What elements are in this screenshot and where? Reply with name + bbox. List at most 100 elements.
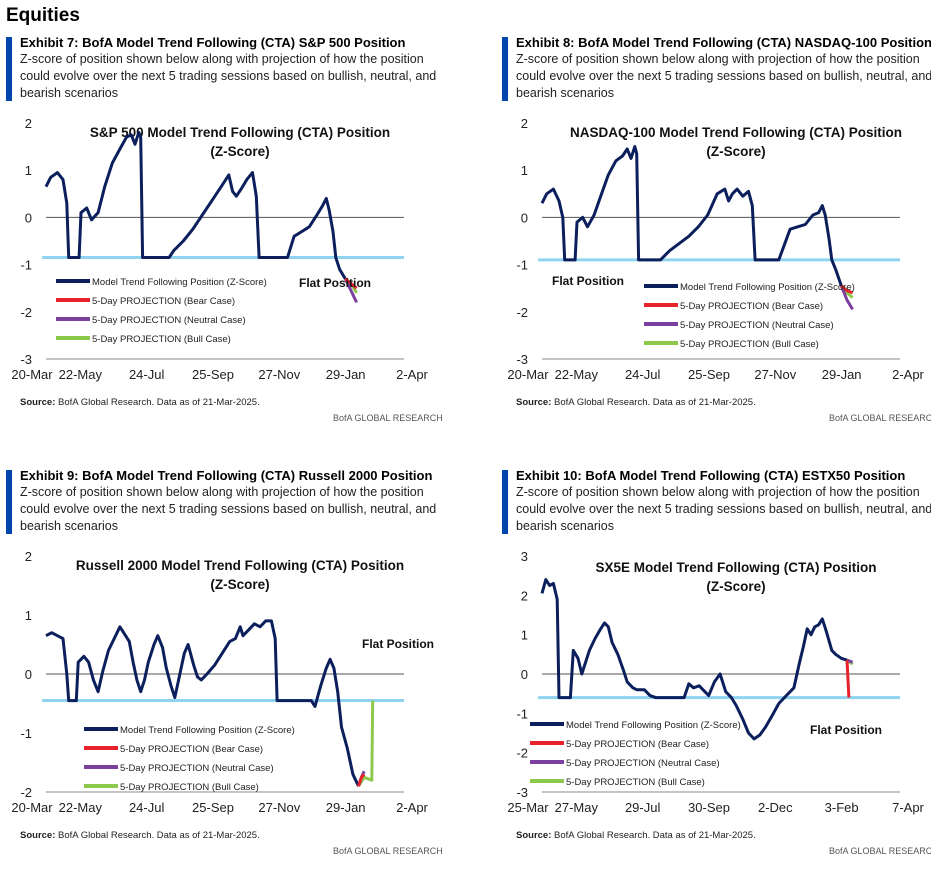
x-tick-label: 27-May: [555, 800, 599, 815]
y-tick-label: -2: [20, 305, 32, 320]
y-tick-label: -2: [20, 785, 32, 800]
exhibit-accent-bar: [6, 37, 12, 101]
flat-position-label: Flat Position: [552, 274, 624, 288]
x-tick-label: 22-May: [555, 367, 599, 382]
x-tick-label: 25-Sep: [192, 800, 234, 815]
flat-position-label: Flat Position: [299, 276, 371, 290]
x-tick-label: 3-Feb: [825, 800, 859, 815]
nasdaq100-cta-chart: 2 1 0 -1 -2 -320-Mar 22-May 24-Jul 25-Sep 27-Nov 2…: [507, 116, 924, 382]
x-tick-label: 20-Mar: [11, 800, 53, 815]
exhibit-subtitle: Z-score of position shown below along wi…: [20, 52, 437, 100]
legend-label: 5-Day PROJECTION (Bear Case): [566, 739, 709, 750]
legend-label: 5-Day PROJECTION (Bull Case): [92, 334, 231, 345]
bull-projection-line: [357, 700, 375, 787]
exhibit-title: Exhibit 7: BofA Model Trend Following (C…: [20, 35, 406, 50]
source-note: Source: BofA Global Research. Data as of…: [20, 397, 260, 408]
y-tick-label: 1: [25, 608, 32, 623]
section-title: Equities: [6, 5, 80, 26]
legend-label: 5-Day PROJECTION (Neutral Case): [680, 320, 834, 331]
y-tick-label: 2: [521, 116, 528, 131]
y-tick-label: -1: [516, 706, 528, 721]
exhibit-accent-bar: [6, 470, 12, 534]
source-note: Source: BofA Global Research. Data as of…: [516, 397, 756, 408]
y-tick-label: 2: [25, 116, 32, 131]
x-tick-label: 25-Mar: [507, 800, 549, 815]
brand-label: BofA GLOBAL RESEARCH: [333, 846, 443, 856]
legend-label: 5-Day PROJECTION (Bear Case): [92, 296, 235, 307]
y-tick-label: 2: [25, 549, 32, 564]
neutral-projection-line: [839, 285, 854, 311]
bear-projection-line: [845, 660, 851, 698]
sp500-cta-chart: 2 1 0 -1 -2 -320-Mar 22-May 24-Jul 25-Sep 27-Nov 2…: [11, 116, 428, 382]
exhibit-panel-1: Exhibit 7: BofA Model Trend Following (C…: [6, 35, 446, 460]
bear-projection-line: [344, 277, 358, 290]
y-tick-label: 0: [521, 210, 528, 225]
exhibit-title: Exhibit 9: BofA Model Trend Following (C…: [20, 468, 433, 483]
legend-label: 5-Day PROJECTION (Bull Case): [120, 782, 259, 793]
brand-label: BofA GLOBAL RESEARCH: [829, 846, 931, 856]
legend-label: 5-Day PROJECTION (Bear Case): [680, 301, 823, 312]
chart-title-line2: (Z-Score): [210, 577, 269, 592]
chart-title: SX5E Model Trend Following (CTA) Positio…: [596, 560, 877, 575]
x-tick-label: 29-Jan: [822, 367, 862, 382]
y-tick-label: -1: [20, 258, 32, 273]
chart-title-line2: (Z-Score): [210, 144, 269, 159]
legend-label: 5-Day PROJECTION (Bull Case): [566, 777, 705, 788]
x-tick-label: 20-Mar: [507, 367, 549, 382]
bear-projection-line: [357, 773, 366, 787]
exhibit-subtitle: Z-score of position shown below along wi…: [516, 52, 931, 100]
legend-label: Model Trend Following Position (Z-Score): [92, 277, 267, 288]
legend-label: Model Trend Following Position (Z-Score): [566, 720, 741, 731]
y-tick-label: 0: [521, 667, 528, 682]
x-tick-label: 24-Jul: [129, 367, 165, 382]
x-tick-label: 27-Nov: [258, 367, 300, 382]
neutral-projection-line: [343, 278, 358, 304]
x-tick-label: 20-Mar: [11, 367, 53, 382]
bear-projection-line: [840, 284, 854, 295]
y-tick-label: 0: [25, 210, 32, 225]
y-tick-label: -2: [516, 305, 528, 320]
x-tick-label: 24-Jul: [625, 367, 661, 382]
y-tick-label: -3: [20, 352, 32, 367]
chart-title: Russell 2000 Model Trend Following (CTA)…: [76, 558, 404, 573]
source-note: Source: BofA Global Research. Data as of…: [20, 830, 260, 841]
y-tick-label: 3: [521, 549, 528, 564]
x-tick-label: 30-Sep: [688, 800, 730, 815]
y-tick-label: 1: [25, 163, 32, 178]
y-tick-label: 2: [521, 588, 528, 603]
legend-label: 5-Day PROJECTION (Neutral Case): [566, 758, 720, 769]
legend-label: 5-Day PROJECTION (Neutral Case): [92, 315, 246, 326]
y-tick-label: -1: [516, 258, 528, 273]
position-series-line: [45, 619, 360, 787]
exhibit-title: Exhibit 8: BofA Model Trend Following (C…: [516, 35, 931, 50]
sx5e-cta-chart: 3 2 1 0 -1 -2 -325-Mar 27-May 29-Jul 30-Sep 2-Dec 3…: [507, 549, 924, 815]
x-tick-label: 24-Jul: [129, 800, 165, 815]
legend-label: Model Trend Following Position (Z-Score): [120, 725, 295, 736]
x-tick-label: 2-Apr: [892, 367, 924, 382]
x-tick-label: 2-Dec: [758, 800, 793, 815]
chart-title-line2: (Z-Score): [706, 144, 765, 159]
position-series-line: [540, 145, 843, 287]
x-tick-label: 7-Apr: [892, 800, 924, 815]
exhibit-accent-bar: [502, 37, 508, 101]
exhibit-subtitle: Z-score of position shown below along wi…: [20, 485, 437, 533]
chart-title-line2: (Z-Score): [706, 579, 765, 594]
y-tick-label: -2: [516, 746, 528, 761]
x-tick-label: 22-May: [59, 367, 103, 382]
x-tick-label: 27-Nov: [258, 800, 300, 815]
exhibit-panel-3: Exhibit 9: BofA Model Trend Following (C…: [6, 468, 446, 893]
legend-label: 5-Day PROJECTION (Bull Case): [680, 339, 819, 350]
legend-label: Model Trend Following Position (Z-Score): [680, 282, 855, 293]
x-tick-label: 29-Jul: [625, 800, 661, 815]
brand-label: BofA GLOBAL RESEARCH: [333, 413, 443, 423]
x-tick-label: 25-Sep: [688, 367, 730, 382]
brand-label: BofA GLOBAL RESEARCH: [829, 413, 931, 423]
legend-label: 5-Day PROJECTION (Neutral Case): [120, 763, 274, 774]
x-tick-label: 29-Jan: [326, 800, 366, 815]
y-tick-label: 1: [521, 628, 528, 643]
y-tick-label: -1: [20, 726, 32, 741]
y-tick-label: 0: [25, 667, 32, 682]
chart-title: S&P 500 Model Trend Following (CTA) Posi…: [90, 125, 390, 140]
position-series-line: [540, 578, 848, 741]
flat-position-label: Flat Position: [810, 723, 882, 737]
